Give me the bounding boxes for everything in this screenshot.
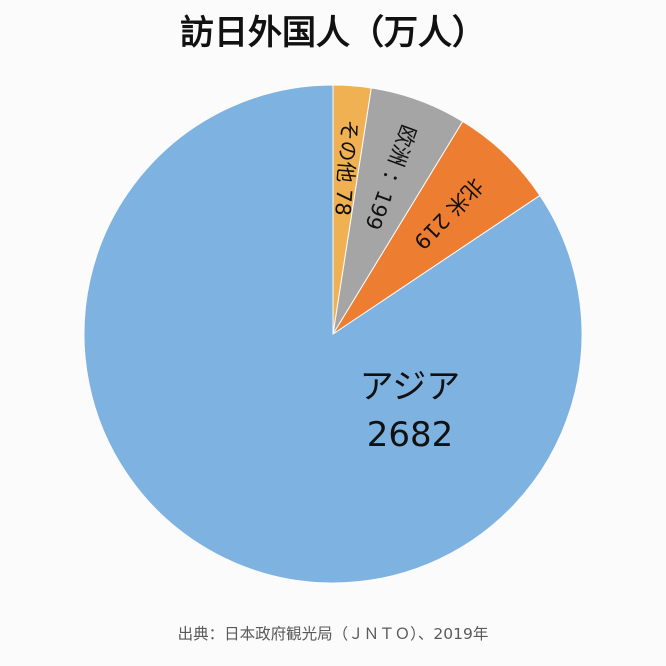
pie-slice <box>332 84 372 335</box>
slice-value-label: 2682 <box>367 415 454 455</box>
pie-slices <box>83 84 583 584</box>
chart-title: 訪日外国人（万人） <box>180 13 486 53</box>
slice-label: アジア <box>360 367 461 407</box>
source-note: 出典：日本政府観光局（ＪＮＴＯ）、2019年 <box>178 625 489 643</box>
pie-slice <box>332 120 541 335</box>
